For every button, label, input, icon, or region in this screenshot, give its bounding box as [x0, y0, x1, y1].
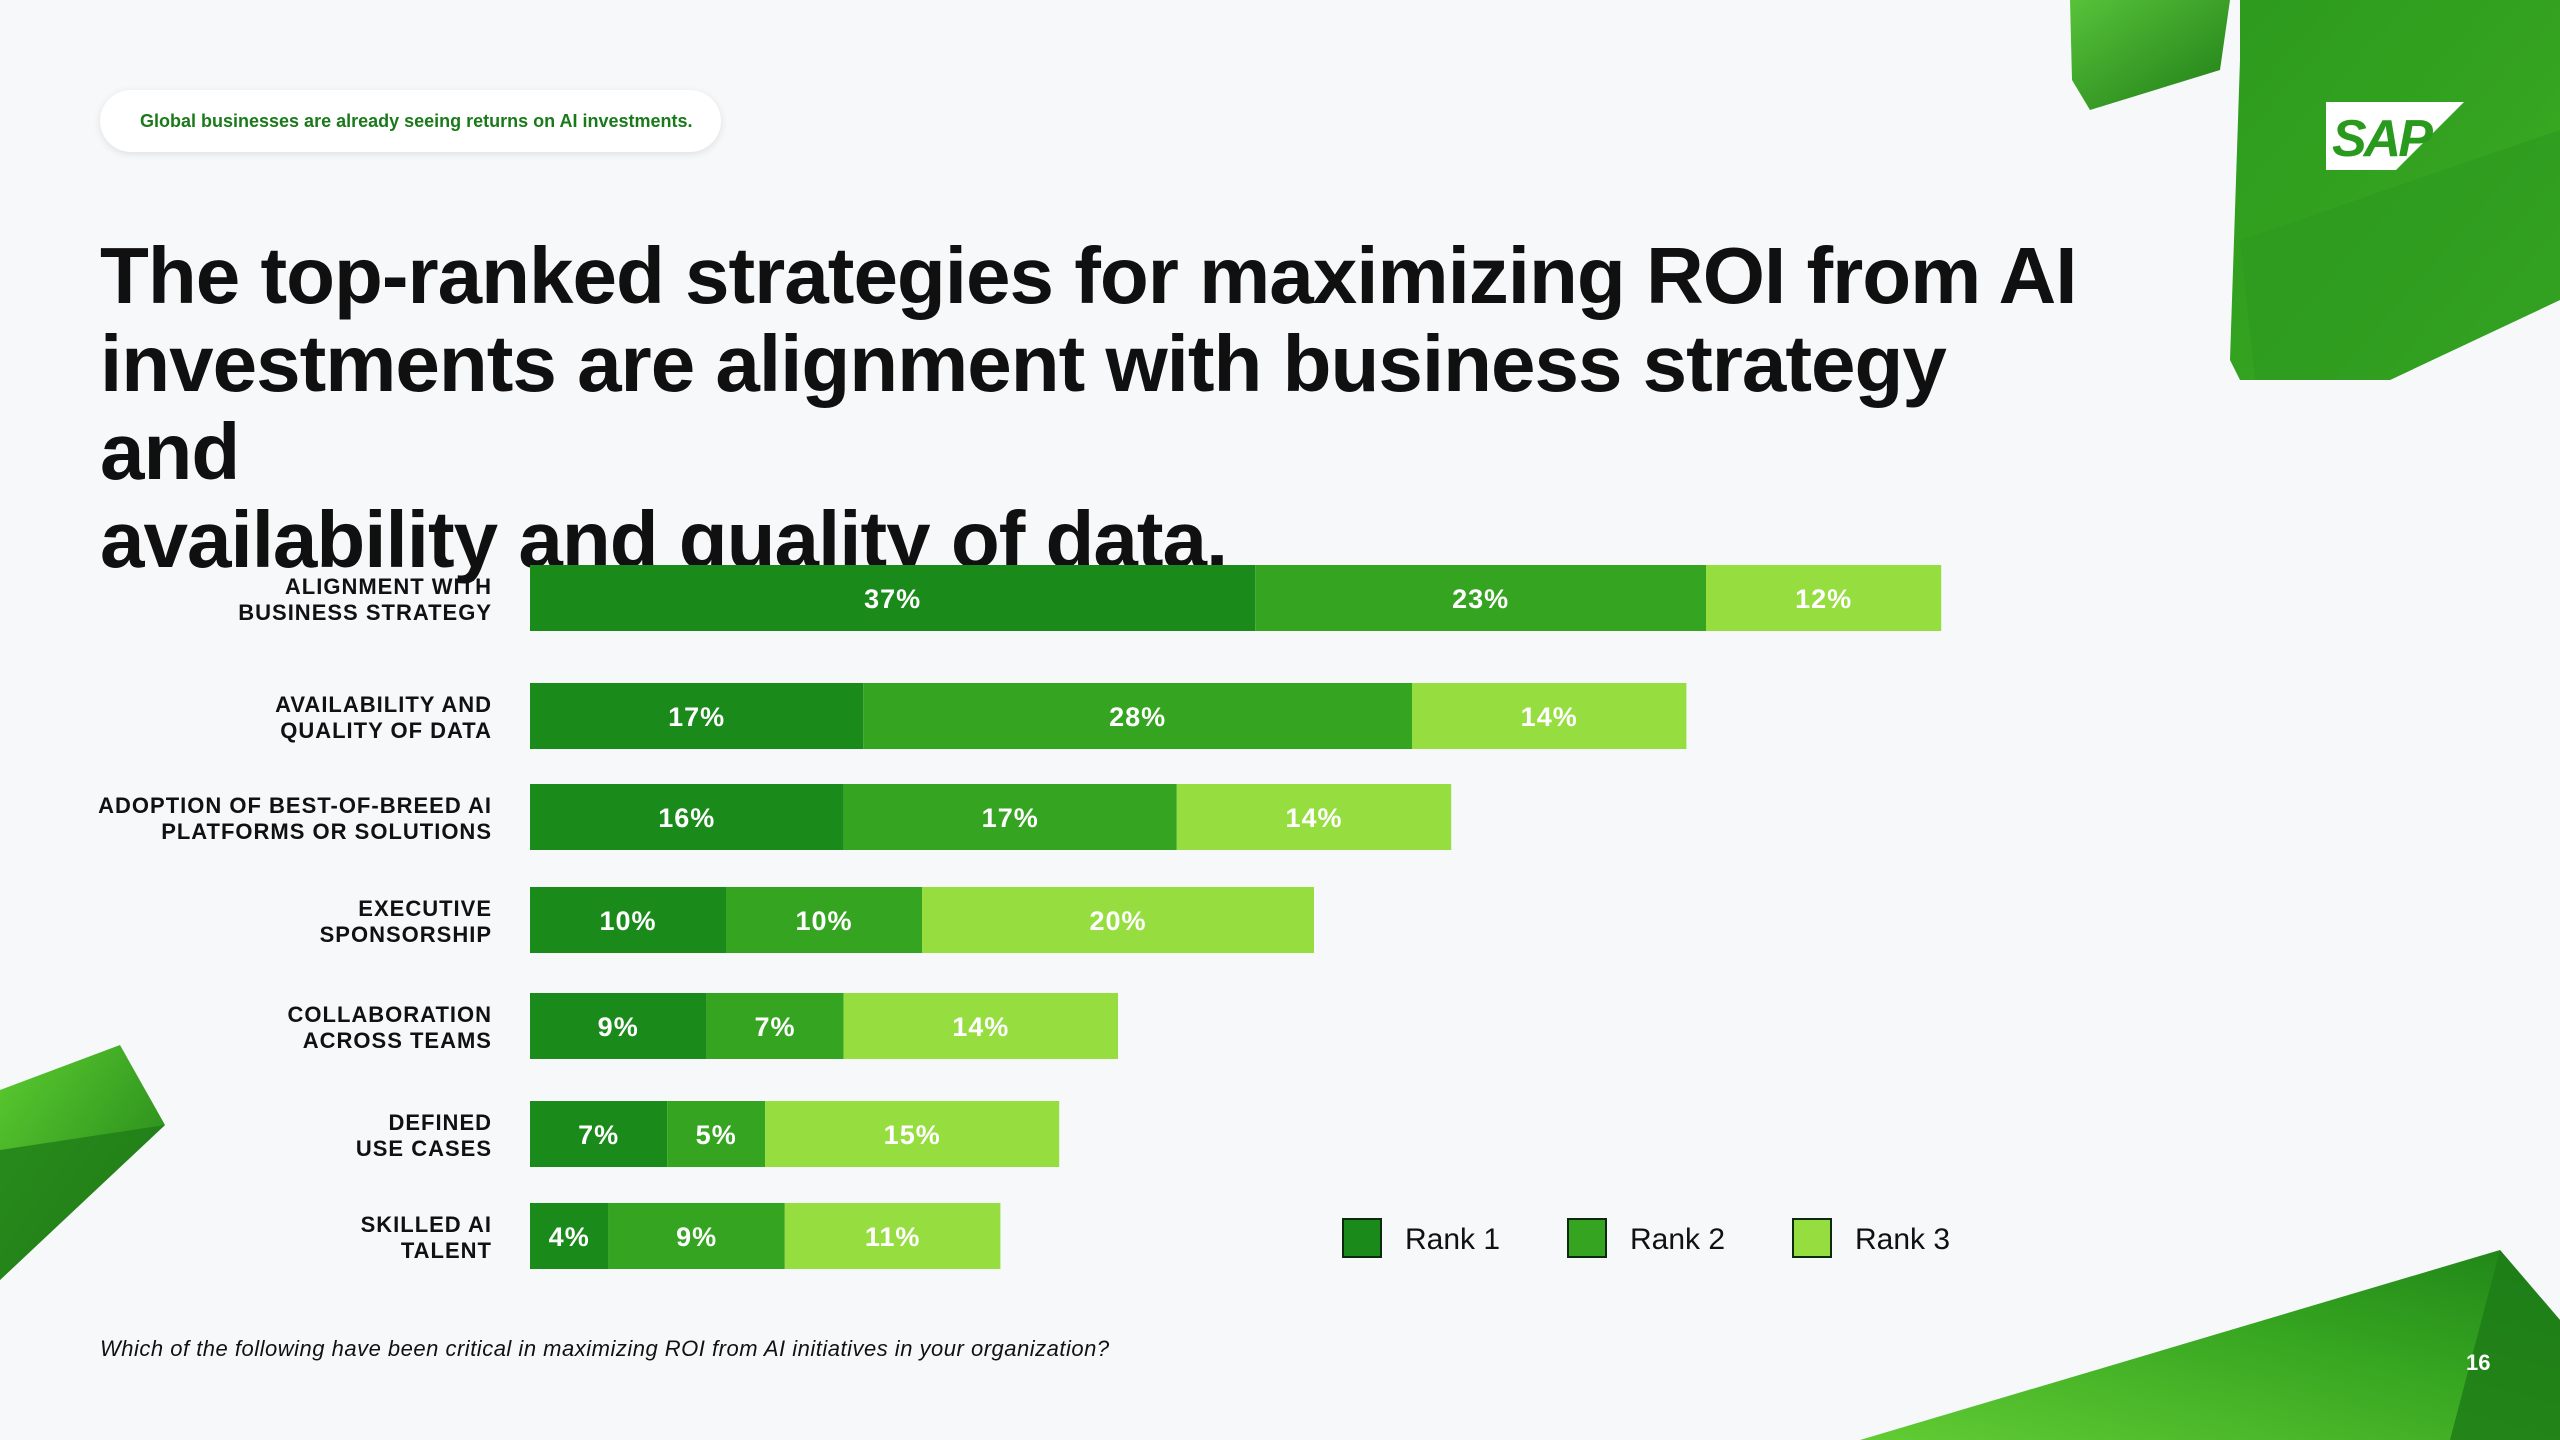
data-label-rank-2: 10% — [795, 906, 852, 936]
data-label-rank-2: 28% — [1109, 702, 1166, 732]
data-label-rank-3: 20% — [1089, 906, 1146, 936]
category-label-line: QUALITY OF DATA — [280, 718, 492, 743]
bar-segment-rank-3 — [765, 1101, 1060, 1167]
bar-segment-rank-3 — [784, 1203, 1001, 1269]
bar-segment-rank-2 — [667, 1101, 766, 1167]
bar-segment-rank-3 — [1412, 683, 1687, 749]
data-label-rank-3: 14% — [952, 1012, 1009, 1042]
data-label-rank-1: 4% — [549, 1222, 590, 1252]
tagline-text: Global businesses are already seeing ret… — [140, 110, 693, 131]
category-label: DEFINED USE CASES — [356, 1110, 492, 1161]
category-label-line: PLATFORMS OR SOLUTIONS — [161, 819, 492, 844]
page-title: The top-ranked strategies for maximizing… — [100, 232, 2100, 584]
bar-segment-rank-3 — [1176, 784, 1452, 850]
category-label-line: USE CASES — [356, 1136, 492, 1161]
bar-segment-rank-2 — [726, 887, 922, 953]
page-title-line-1: The top-ranked strategies for maximizing… — [100, 231, 2077, 320]
data-label-rank-2: 17% — [982, 803, 1039, 833]
bar-segment-rank-2 — [608, 1203, 785, 1269]
category-label: COLLABORATION ACROSS TEAMS — [288, 1002, 492, 1053]
legend-swatch-rank-1 — [1342, 1218, 1382, 1258]
data-label-rank-3: 12% — [1795, 584, 1852, 614]
legend-swatch-rank-2 — [1567, 1218, 1607, 1258]
bar-segment-rank-3 — [843, 993, 1118, 1059]
stacked-bar-chart: ALIGNMENT WITH BUSINESS STRATEGY 37% 23% 12%… — [98, 565, 1950, 1269]
bar-segment-rank-2 — [843, 784, 1177, 850]
survey-question: Which of the following have been critica… — [100, 1336, 1110, 1361]
data-label-rank-3: 11% — [865, 1222, 921, 1252]
data-label-rank-1: 10% — [599, 906, 656, 936]
data-label-rank-1: 9% — [598, 1012, 639, 1042]
category-label-line: ALIGNMENT WITH — [285, 574, 492, 599]
left-decoration — [0, 1045, 165, 1280]
page-title-line-2: investments are alignment with business … — [100, 319, 1947, 496]
bar-segment-rank-1 — [530, 683, 864, 749]
data-label-rank-2: 7% — [754, 1012, 795, 1042]
data-label-rank-1: 16% — [658, 803, 715, 833]
data-label-rank-3: 14% — [1285, 803, 1342, 833]
bar-segment-rank-2 — [706, 993, 844, 1059]
data-label-rank-3: 14% — [1521, 702, 1578, 732]
bar-segment-rank-1 — [530, 887, 726, 953]
top-right-decoration — [2070, 0, 2560, 380]
legend-label-rank-1: Rank 1 — [1405, 1223, 1500, 1256]
category-label-line: TALENT — [401, 1238, 492, 1263]
data-label-rank-3: 15% — [884, 1120, 941, 1150]
sap-logo: SAP — [2326, 102, 2464, 170]
category-label-line: EXECUTIVE — [358, 896, 492, 921]
category-label-line: ADOPTION OF BEST-OF-BREED AI — [98, 793, 492, 818]
data-label-rank-2: 23% — [1452, 584, 1509, 614]
data-label-rank-2: 9% — [676, 1222, 717, 1252]
category-label: SKILLED AI TALENT — [361, 1212, 492, 1263]
legend-label-rank-3: Rank 3 — [1855, 1223, 1950, 1256]
data-label-rank-1: 37% — [864, 584, 921, 614]
data-label-rank-1: 7% — [578, 1120, 619, 1150]
svg-text:SAP: SAP — [2332, 110, 2433, 168]
category-label-line: BUSINESS STRATEGY — [238, 600, 492, 625]
bar-segment-rank-3 — [1706, 565, 1942, 631]
bar-segment-rank-1 — [530, 1203, 609, 1269]
bar-segment-rank-3 — [922, 887, 1314, 953]
category-label-line: SPONSORSHIP — [320, 922, 492, 947]
bar-segment-rank-1 — [530, 993, 707, 1059]
legend-label-rank-2: Rank 2 — [1630, 1223, 1725, 1256]
legend-swatch-rank-3 — [1792, 1218, 1832, 1258]
data-label-rank-1: 17% — [668, 702, 725, 732]
bar-segment-rank-1 — [530, 565, 1256, 631]
page-number: 16 — [2466, 1350, 2491, 1375]
category-label: ADOPTION OF BEST-OF-BREED AI PLATFORMS OR… — [98, 793, 492, 844]
category-label: EXECUTIVE SPONSORSHIP — [320, 896, 492, 947]
category-label-line: DEFINED — [388, 1110, 492, 1135]
bar-segment-rank-2 — [863, 683, 1412, 749]
tagline-pill: Global businesses are already seeing ret… — [100, 90, 721, 152]
category-label: AVAILABILITY AND QUALITY OF DATA — [275, 692, 492, 743]
bar-segment-rank-2 — [1255, 565, 1706, 631]
category-label-line: SKILLED AI — [361, 1212, 492, 1237]
category-label: ALIGNMENT WITH BUSINESS STRATEGY — [238, 574, 492, 625]
category-label-line: COLLABORATION — [288, 1002, 492, 1027]
bottom-right-decoration — [1860, 1250, 2560, 1440]
category-label-line: AVAILABILITY AND — [275, 692, 492, 717]
category-label-line: ACROSS TEAMS — [303, 1028, 492, 1053]
data-label-rank-2: 5% — [696, 1120, 737, 1150]
bar-segment-rank-1 — [530, 784, 844, 850]
bar-segment-rank-1 — [530, 1101, 668, 1167]
